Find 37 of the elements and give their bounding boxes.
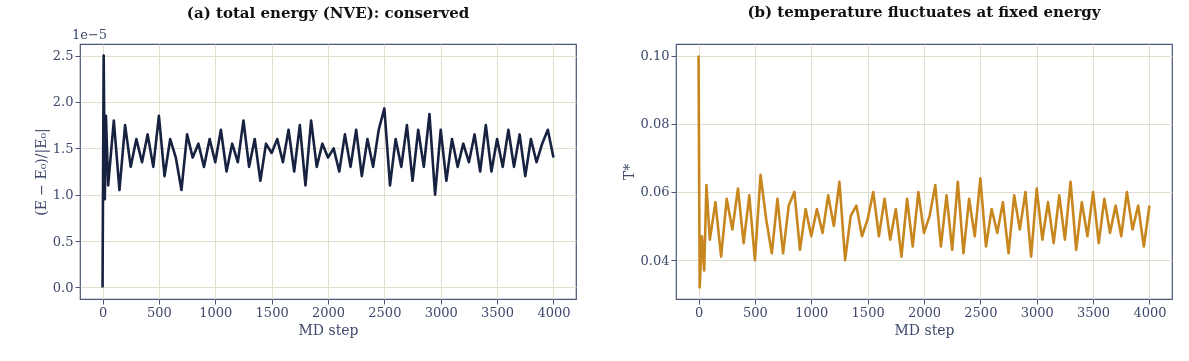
y-axis-title: (E − E₀)/|E₀| (32, 128, 50, 216)
x-tick-label: 4000 (537, 304, 571, 320)
x-tick-label: 2000 (907, 304, 942, 320)
x-tick-label: 4000 (1133, 304, 1167, 320)
y-tick-label: 0.0 (52, 279, 74, 295)
chart-title: (b) temperature fluctuates at fixed energy (747, 3, 1102, 21)
y-tick-label: 0.06 (640, 184, 670, 200)
y-tick-label: 0.04 (640, 252, 670, 268)
x-tick-label: 2500 (964, 304, 998, 320)
y-axis-title: T* (620, 163, 637, 181)
y-tick-label: 2.5 (52, 48, 74, 64)
y-tick-label: 1.0 (52, 187, 74, 203)
x-tick-label: 0 (694, 304, 704, 320)
y-tick-label: 1.5 (52, 140, 74, 156)
y-tick-label: 0.5 (52, 233, 74, 249)
y-tick-label: 0.08 (640, 116, 670, 132)
x-tick-label: 2000 (311, 304, 346, 320)
text: 1e−5 (72, 27, 108, 42)
x-tick-label: 3000 (1020, 304, 1054, 320)
x-tick-label: 2500 (368, 304, 402, 320)
x-tick-label: 3500 (1077, 304, 1111, 320)
x-tick-label: 1000 (795, 304, 829, 320)
x-axis-title: MD step (298, 321, 359, 338)
y-tick-label: 0.10 (640, 48, 670, 64)
x-tick-label: 1500 (255, 304, 289, 320)
x-tick-label: 3500 (481, 304, 515, 320)
x-tick-label: 1000 (199, 304, 233, 320)
x-axis-title: MD step (894, 321, 955, 338)
x-tick-label: 3000 (424, 304, 458, 320)
chart-title: (a) total energy (NVE): conserved (186, 4, 470, 22)
line-series (697, 54, 1151, 289)
y-tick-label: 2.0 (52, 94, 74, 110)
x-tick-label: 500 (147, 304, 172, 320)
x-tick-label: 1500 (851, 304, 885, 320)
line-series (101, 54, 555, 289)
x-tick-label: 0 (98, 304, 108, 320)
x-tick-label: 500 (742, 304, 768, 320)
